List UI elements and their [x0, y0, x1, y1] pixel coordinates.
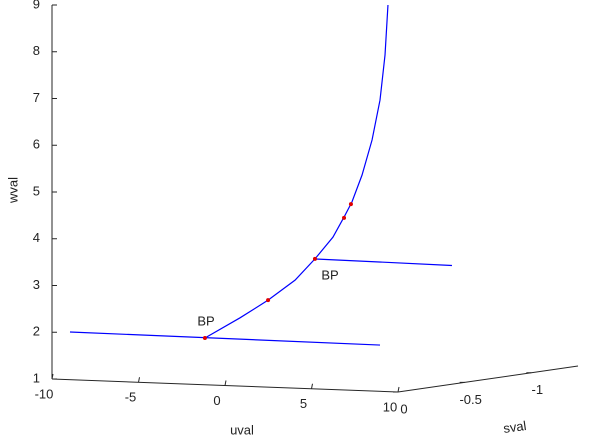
z-axis-label: wval — [5, 177, 20, 204]
curve — [204, 4, 389, 339]
x-tick — [397, 386, 400, 393]
x-tick — [138, 377, 140, 383]
x-tick-label: 10 — [383, 399, 397, 414]
y-tick-label: -0.5 — [459, 392, 481, 407]
annotation: BP — [197, 313, 214, 328]
x-tick — [311, 383, 313, 389]
x-tick — [224, 380, 227, 386]
z-tick-label: 3 — [33, 277, 40, 292]
z-tick-label: 5 — [33, 183, 40, 198]
curve — [313, 258, 453, 267]
y-tick-label: 0 — [400, 401, 407, 416]
curve — [69, 331, 381, 346]
point — [312, 256, 317, 261]
y-axis-label: sval — [502, 418, 527, 436]
y-tick-label: -1 — [532, 382, 544, 397]
point — [266, 298, 271, 303]
z-tick-label: 7 — [33, 90, 40, 105]
z-tick-label: 4 — [33, 230, 40, 245]
annotation: BP — [321, 267, 338, 282]
z-tick-label: 8 — [33, 43, 40, 58]
z-tick-label: 2 — [33, 324, 40, 339]
point — [202, 335, 207, 340]
z-tick-label: 1 — [33, 370, 40, 385]
x-tick — [51, 373, 54, 380]
z-tick-label: 9 — [33, 0, 40, 11]
z-tick-label: 6 — [33, 137, 40, 152]
x-axis-label: uval — [230, 422, 254, 437]
x-tick-label: -5 — [125, 390, 137, 405]
x-tick-label: 0 — [213, 393, 220, 408]
point — [342, 215, 347, 220]
x-tick-label: 5 — [300, 396, 307, 411]
x-tick-label: -10 — [35, 386, 54, 401]
y-axis — [397, 365, 579, 393]
point — [348, 202, 353, 207]
